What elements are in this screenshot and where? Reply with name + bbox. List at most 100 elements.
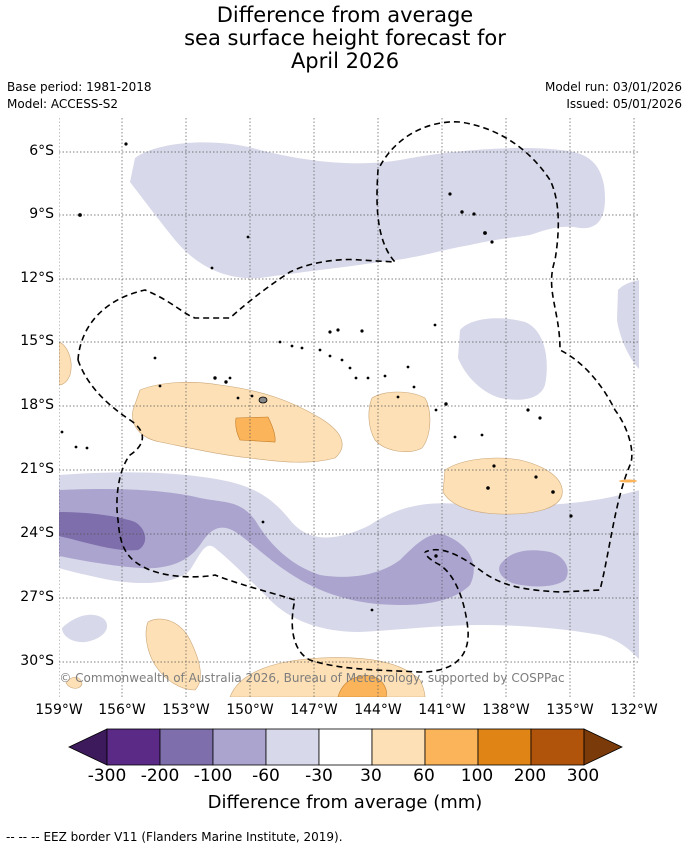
anomaly-region-north [130,142,605,279]
island [396,395,400,399]
island [534,475,538,479]
island [383,374,387,378]
island [328,354,332,358]
island [290,344,294,348]
island [434,554,438,558]
island [483,231,487,235]
island [444,402,448,406]
copyright-text: © Commonwealth of Australia 2026, Bureau… [59,671,564,685]
anomaly-region-southwest [62,614,108,643]
island [492,464,496,468]
colorbar-swatch [424,728,479,766]
island [340,358,344,362]
eez-legend: -- -- -- EEZ border V11 (Flanders Marine… [6,830,343,844]
island [228,376,232,380]
anomaly-region-east [458,318,547,400]
lat-label: 30°S [20,653,54,669]
island [250,394,254,398]
lat-label: 24°S [20,525,54,541]
island [453,435,457,439]
island [412,385,416,389]
lon-label: 135°W [546,702,594,718]
island [538,416,542,420]
island [551,490,555,494]
metadata-right: Model run: 03/01/2026 Issued: 05/01/2026 [545,79,682,113]
colorbar-title: Difference from average (mm) [207,792,483,813]
colorbar-label: -300 [87,766,127,786]
anomaly-region-positive-south-small [65,676,83,689]
eez-border-french-polynesia-west [77,359,469,673]
lat-label: 27°S [20,589,54,605]
island [124,142,128,146]
island [480,433,484,437]
island [213,376,217,380]
island [261,520,265,524]
anomaly-region-positive-west [59,341,72,386]
colorbar-label: -60 [252,766,280,786]
colorbar-swatch [318,728,373,766]
island [158,384,162,388]
island [366,376,370,380]
island [526,408,530,412]
eez-legend-marker: -- -- -- [6,830,40,844]
colorbar-label: 30 [360,766,382,786]
island [354,376,358,380]
island [60,430,64,434]
anomaly-region-east-patch [499,550,568,587]
colorbar-label: 200 [513,766,547,786]
island [360,329,364,333]
island [348,366,352,370]
eez-border-cook-islands [77,121,633,593]
island [278,340,282,344]
base-period-text: Base period: 1981-2018 [7,80,152,94]
colorbar-label: -100 [193,766,233,786]
colorbar-swatch [159,728,214,766]
lon-label: 159°W [35,702,83,718]
colorbar-label: -30 [305,766,333,786]
island [74,445,78,449]
graticule [59,118,639,697]
lat-label: 9°S [29,206,54,222]
island [433,323,437,327]
title-line-1: Difference from average [216,3,474,27]
island [328,330,332,334]
colorbar-swatch [265,728,320,766]
issued-text: Issued: 05/01/2026 [566,97,682,111]
eez-borders [77,121,633,673]
colorbar-label: 60 [413,766,435,786]
colorbar-label: -200 [140,766,180,786]
island-large [258,396,268,404]
island [490,240,494,244]
colorbar-swatches [68,728,623,766]
island [406,365,410,369]
lat-label: 15°S [20,333,54,349]
lon-label: 132°W [610,702,658,718]
colorbar-swatch [212,728,267,766]
model-text: Model: ACCESS-S2 [7,97,119,111]
anomaly-region-east-edge [617,280,639,369]
colorbar-swatch [530,728,585,766]
lon-label: 150°W [226,702,274,718]
anomaly-region-positive-southwest [145,618,201,691]
colorbar-swatch [477,728,532,766]
island [569,514,573,518]
lat-label: 6°S [29,143,54,159]
model-run-text: Model run: 03/01/2026 [544,80,682,94]
title-line-2: sea surface height forecast for [184,26,506,50]
island [210,266,214,270]
island [153,356,157,360]
title-line-3: April 2026 [290,49,400,73]
islands [60,142,637,612]
island [486,486,490,490]
colorbar-swatch [371,728,426,766]
island [434,408,438,412]
metadata-left: Base period: 1981-2018 Model: ACCESS-S2 [7,79,152,113]
eez-legend-text: EEZ border V11 (Flanders Marine Institut… [43,830,343,844]
island [472,212,476,216]
lat-label: 21°S [20,461,54,477]
lon-label: 144°W [354,702,402,718]
island [370,608,374,612]
lat-label: 18°S [20,397,54,413]
